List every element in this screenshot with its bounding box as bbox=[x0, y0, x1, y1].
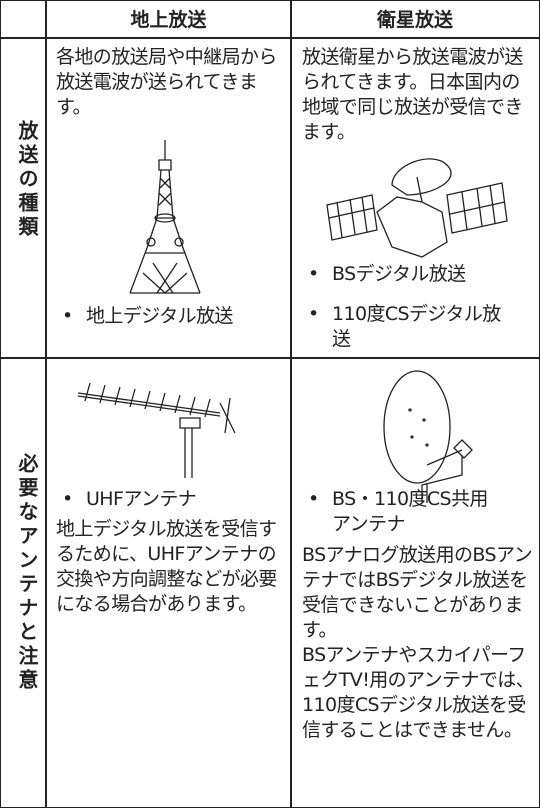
row-label-cell: 必要なアンテナと注意 bbox=[0, 357, 47, 808]
dish-antenna-illustration bbox=[383, 370, 473, 503]
bullet: UHFアンテナ bbox=[56, 487, 286, 512]
description: 放送衛星から放送電波が送られてきます。日本国内の地域で同じ放送が受信できます。 bbox=[302, 46, 523, 143]
satellite-illustration bbox=[326, 158, 508, 258]
note: BSアナログ放送用のBSアンテナではBSデジタル放送を受信できないことがあります… bbox=[302, 544, 533, 641]
row-label: 放送の種類 bbox=[15, 120, 39, 240]
row-label: 必要なアンテナと注意 bbox=[15, 453, 39, 693]
bullet: BS・110度CS共用アンテナ bbox=[302, 487, 502, 537]
bullet: BSデジタル放送 bbox=[302, 262, 534, 287]
header: 衛星放送 bbox=[290, 0, 540, 39]
description: 各地の放送局や中継局から放送電波が送られてきます。 bbox=[56, 46, 277, 118]
note: BSアンテナやスカイパーフェクTV!用のアンテナでは、110度CSデジタル放送を… bbox=[302, 644, 535, 741]
bullet: 110度CSデジタル放送 bbox=[302, 302, 502, 352]
bullet: 地上デジタル放送 bbox=[56, 304, 286, 329]
tower-illustration bbox=[129, 140, 201, 294]
note: 地上デジタル放送を受信するために、UHFアンテナの交換や方向調整などが必要になる… bbox=[56, 518, 277, 615]
header: 地上放送 bbox=[45, 0, 292, 39]
uhf-antenna-illustration bbox=[77, 382, 236, 478]
row-label-cell: 放送の種類 bbox=[0, 37, 47, 359]
cell bbox=[45, 37, 292, 359]
corner-cell bbox=[0, 0, 47, 39]
